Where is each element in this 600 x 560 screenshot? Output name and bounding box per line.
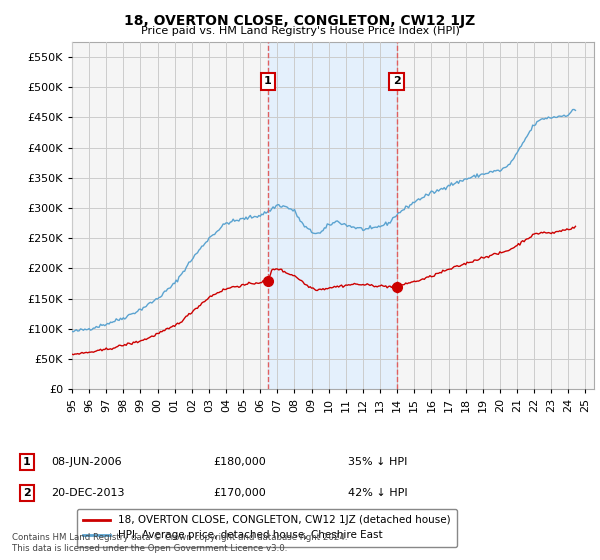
Text: 18, OVERTON CLOSE, CONGLETON, CW12 1JZ: 18, OVERTON CLOSE, CONGLETON, CW12 1JZ — [124, 14, 476, 28]
Text: 08-JUN-2006: 08-JUN-2006 — [51, 457, 122, 467]
Legend: 18, OVERTON CLOSE, CONGLETON, CW12 1JZ (detached house), HPI: Average price, det: 18, OVERTON CLOSE, CONGLETON, CW12 1JZ (… — [77, 509, 457, 547]
Text: 35% ↓ HPI: 35% ↓ HPI — [348, 457, 407, 467]
Text: £170,000: £170,000 — [213, 488, 266, 498]
Text: 42% ↓ HPI: 42% ↓ HPI — [348, 488, 407, 498]
Text: Contains HM Land Registry data © Crown copyright and database right 2024.
This d: Contains HM Land Registry data © Crown c… — [12, 533, 347, 553]
Text: 2: 2 — [393, 76, 401, 86]
Text: 1: 1 — [23, 457, 31, 467]
Text: 2: 2 — [23, 488, 31, 498]
Text: 20-DEC-2013: 20-DEC-2013 — [51, 488, 125, 498]
Text: Price paid vs. HM Land Registry's House Price Index (HPI): Price paid vs. HM Land Registry's House … — [140, 26, 460, 36]
Text: 1: 1 — [264, 76, 272, 86]
Text: £180,000: £180,000 — [213, 457, 266, 467]
Bar — [268, 42, 397, 389]
